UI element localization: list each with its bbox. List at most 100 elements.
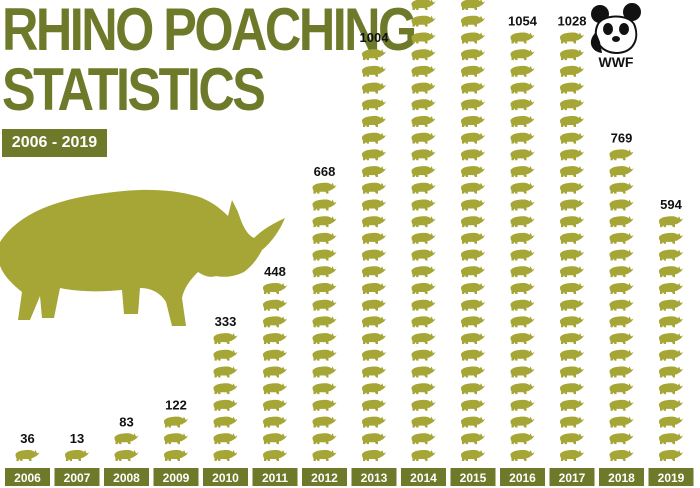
rhino-icon-mark — [461, 383, 485, 395]
rhino-icon-mark — [411, 283, 436, 294]
rhino-illustration — [0, 189, 285, 326]
year-column-2013: 2013 1004 — [351, 30, 397, 486]
panda-icon — [590, 3, 641, 54]
rhino-icon-mark — [461, 349, 485, 361]
year-column-2008: 2008 83 — [104, 414, 149, 486]
rhino-icon-mark — [609, 316, 634, 328]
rhino-icon-mark — [560, 199, 584, 211]
year-label-bar — [599, 468, 644, 486]
x-tick-label: 2006 — [14, 471, 41, 485]
wwf-logo: WWF — [586, 2, 646, 74]
rhino-icon-mark — [263, 399, 287, 411]
rhino-icon-mark — [461, 99, 485, 111]
rhino-icon-mark — [362, 383, 386, 395]
rhino-icon-mark — [609, 399, 634, 411]
rhino-icon-mark — [461, 32, 485, 44]
subtitle-badge: 2006 - 2019 — [2, 129, 107, 157]
year-column-2016: 2016 1054 — [500, 14, 545, 486]
rhino-icon-mark — [362, 299, 386, 311]
rhino-icon-mark — [362, 333, 386, 345]
rhino-icon-mark — [362, 316, 386, 328]
rhino-icon-mark — [609, 232, 634, 244]
logo-text: WWF — [598, 54, 634, 70]
rhino-icon-mark — [411, 349, 436, 361]
rhino-icon-mark — [362, 65, 386, 77]
rhino-icon-mark — [609, 433, 634, 445]
rhino-icon-mark — [312, 316, 337, 328]
rhino-icon-mark — [560, 433, 584, 445]
rhino-icon-mark — [510, 433, 535, 445]
year-label-bar — [153, 468, 199, 486]
rhino-icon-mark — [65, 450, 89, 461]
rhino-icon-mark — [609, 283, 634, 294]
rhino-icon-mark — [510, 82, 535, 94]
rhino-icon-mark — [312, 433, 337, 445]
year-column-2014: 20141215 — [401, 0, 446, 486]
rhino-icon-mark — [510, 450, 535, 461]
rhino-icon-mark — [609, 333, 634, 345]
rhino-icon-mark — [659, 216, 683, 228]
rhino-icon-mark — [411, 166, 436, 178]
rhino-icon-mark — [411, 383, 436, 395]
rhino-icon-mark — [411, 99, 436, 111]
rhino-icon-mark — [411, 32, 436, 44]
rhino-icon-mark — [510, 65, 535, 77]
rhino-icon-mark — [411, 366, 436, 378]
rhino-icon-mark — [609, 216, 634, 228]
x-tick-label: 2018 — [608, 471, 635, 485]
rhino-icon-mark — [510, 283, 535, 294]
x-tick-label: 2007 — [64, 471, 91, 485]
rhino-icon-mark — [461, 82, 485, 94]
rhino-icon-mark — [213, 383, 238, 395]
rhino-icon-mark — [312, 366, 337, 378]
rhino-icon-mark — [461, 299, 485, 311]
rhino-icon-mark — [411, 149, 436, 161]
rhino-icon-mark — [312, 199, 337, 211]
x-tick-label: 2008 — [113, 471, 140, 485]
rhino-icon-mark — [560, 416, 584, 428]
rhino-icon-mark — [510, 49, 535, 61]
rhino-icon-mark — [411, 199, 436, 211]
rhino-icon-mark — [461, 116, 485, 127]
year-label-bar — [104, 468, 149, 486]
rhino-icon-mark — [659, 349, 683, 361]
rhino-icon-mark — [510, 266, 535, 278]
rhino-icon-mark — [609, 149, 634, 161]
rhino-icon-mark — [411, 82, 436, 94]
rhino-icon-mark — [213, 416, 238, 428]
rhino-icon-mark — [362, 366, 386, 378]
year-column-2015: 20151175 — [450, 0, 496, 486]
rhino-icon-mark — [213, 450, 238, 461]
rhino-icon-mark — [560, 149, 584, 161]
rhino-icon-mark — [560, 182, 584, 194]
rhino-icon-mark — [312, 399, 337, 411]
year-label-bar — [54, 468, 100, 486]
rhino-icon-mark — [461, 266, 485, 278]
rhino-icon-mark — [659, 416, 683, 428]
data-label: 1054 — [508, 14, 538, 29]
rhino-icon-mark — [263, 433, 287, 445]
data-label: 83 — [119, 414, 133, 429]
rhino-icon-mark — [411, 182, 436, 194]
rhino-icon-mark — [362, 99, 386, 111]
rhino-icon-mark — [362, 349, 386, 361]
rhino-icon-mark — [411, 216, 436, 228]
rhino-icon-mark — [164, 433, 188, 445]
rhino-icon-mark — [560, 132, 584, 144]
rhino-icon-mark — [609, 349, 634, 361]
rhino-icon-mark — [362, 450, 386, 461]
rhino-icon-mark — [362, 199, 386, 211]
rhino-icon-mark — [461, 199, 485, 211]
rhino-icon-mark — [461, 283, 485, 294]
rhino-icon-mark — [411, 416, 436, 428]
data-label: 36 — [20, 431, 34, 446]
rhino-icon-mark — [362, 182, 386, 194]
rhino-icon-mark — [461, 216, 485, 228]
rhino-icon-mark — [411, 316, 436, 328]
year-column-2019: 2019 594 — [648, 197, 694, 486]
rhino-icon-mark — [411, 333, 436, 345]
rhino-icon-mark — [609, 450, 634, 461]
rhino-icon-mark — [560, 216, 584, 228]
rhino-icon-mark — [263, 416, 287, 428]
